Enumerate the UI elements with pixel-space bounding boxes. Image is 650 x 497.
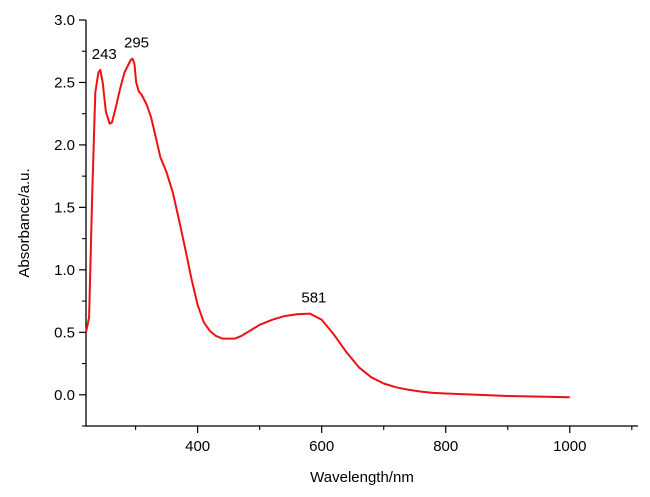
y-axis-title: Absorbance/a.u. (16, 168, 33, 277)
x-tick-label: 800 (433, 438, 458, 455)
peak-label: 581 (301, 290, 326, 307)
x-tick-label: 1000 (553, 438, 586, 455)
y-ticks: 0.0 0.5 1.0 1.5 2.0 2.5 3.0 (54, 12, 86, 427)
peak-label: 295 (124, 35, 149, 52)
y-tick-label: 2.5 (54, 74, 75, 91)
axes-frame (85, 20, 638, 427)
y-tick-label: 0.5 (54, 324, 75, 341)
annotation-layer: 243 295 581 (92, 35, 327, 307)
y-tick-label: 0.0 (54, 387, 75, 404)
y-tick-label: 1.5 (54, 199, 75, 216)
y-tick-label: 1.0 (54, 262, 75, 279)
absorbance-line (85, 57, 570, 399)
x-axis-title: Wavelength/nm (310, 469, 414, 486)
series-layer (85, 57, 570, 399)
x-tick-label: 400 (185, 438, 210, 455)
peak-label: 243 (92, 46, 117, 63)
x-ticks: 400 600 800 1000 (135, 426, 633, 455)
y-tick-label: 2.0 (54, 137, 75, 154)
x-tick-label: 600 (309, 438, 334, 455)
y-tick-label: 3.0 (54, 12, 75, 29)
